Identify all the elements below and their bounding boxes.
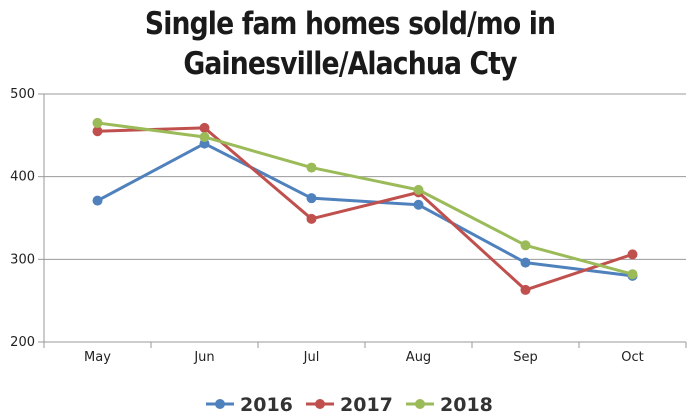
legend: 2016 2017 2018 <box>206 394 493 416</box>
data-point-2017-jul <box>306 213 317 224</box>
legend-label-2016: 2016 <box>240 394 293 416</box>
y-tick-label-500: 500 <box>10 87 35 102</box>
y-tick-label-300: 300 <box>10 252 35 267</box>
data-point-2016-may <box>92 195 103 206</box>
data-point-2016-jul <box>306 193 317 204</box>
data-point-2018-jul <box>306 162 317 173</box>
chart-title-line-2: Gainesville/Alachua Cty <box>183 46 517 82</box>
axes <box>38 93 687 348</box>
data-point-2016-sep <box>520 257 531 268</box>
data-point-2017-may <box>92 126 103 137</box>
series-group <box>92 117 638 295</box>
legend-item-2017: 2017 <box>306 394 393 416</box>
data-point-2018-oct <box>627 269 638 280</box>
legend-swatch-marker-2017 <box>315 399 325 409</box>
x-tick-label-sep: Sep <box>513 350 538 365</box>
chart-title: Single fam homes sold/mo in Gainesville/… <box>49 4 651 84</box>
series-line-2016 <box>96 142 633 278</box>
legend-label-2017: 2017 <box>340 394 393 416</box>
series-2018 <box>92 117 638 280</box>
x-tick-label-jun: Jun <box>193 350 214 365</box>
x-tick-label-aug: Aug <box>406 350 431 365</box>
x-tick-label-oct: Oct <box>621 350 643 365</box>
data-point-2017-oct <box>627 249 638 260</box>
series-2016 <box>92 138 638 281</box>
legend-item-2016: 2016 <box>206 394 293 416</box>
series-line-2017 <box>97 126 633 292</box>
data-point-2016-aug <box>413 199 424 210</box>
legend-swatch-marker-2016 <box>215 399 225 409</box>
legend-swatch-marker-2018 <box>415 399 425 409</box>
y-tick-label-200: 200 <box>10 335 35 350</box>
data-point-2018-jun <box>199 131 210 142</box>
series-2017 <box>92 122 638 295</box>
x-tick-label-jul: Jul <box>303 350 320 365</box>
legend-label-2018: 2018 <box>440 394 493 416</box>
legend-item-2018: 2018 <box>406 394 493 416</box>
chart-title-line-1: Single fam homes sold/mo in <box>144 6 556 42</box>
data-point-2018-may <box>92 117 103 128</box>
data-point-2017-jun <box>199 122 210 133</box>
x-tick-label-may: May <box>84 350 111 365</box>
series-line-2018 <box>97 121 633 276</box>
y-axis-tick-labels: 200 300 400 500 <box>10 87 35 350</box>
data-point-2018-sep <box>520 240 531 251</box>
y-tick-label-400: 400 <box>10 170 35 185</box>
data-point-2017-sep <box>520 284 531 295</box>
data-point-2018-aug <box>413 184 424 195</box>
x-axis-tick-labels: May Jun Jul Aug Sep Oct <box>84 350 644 365</box>
